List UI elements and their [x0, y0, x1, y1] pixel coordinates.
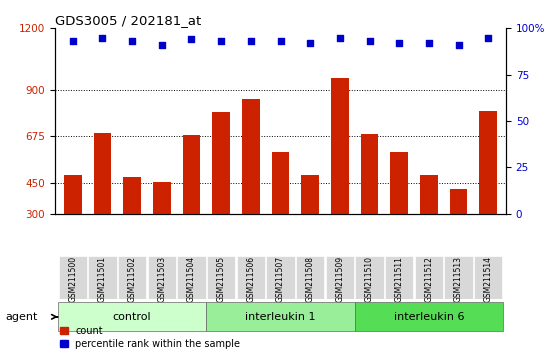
Point [425, 40, 433, 46]
Point [306, 40, 315, 46]
Bar [212, 112, 230, 214]
Bar [390, 152, 408, 214]
Text: GSM211508: GSM211508 [306, 256, 315, 302]
FancyBboxPatch shape [385, 256, 414, 299]
Text: GSM211505: GSM211505 [217, 256, 226, 302]
Point [454, 42, 463, 48]
Point [276, 39, 285, 44]
Text: GSM211509: GSM211509 [336, 256, 344, 302]
Text: control: control [113, 312, 151, 322]
Bar [94, 133, 111, 214]
FancyBboxPatch shape [355, 256, 384, 299]
FancyBboxPatch shape [118, 256, 146, 299]
Text: GSM211513: GSM211513 [454, 256, 463, 302]
FancyBboxPatch shape [58, 256, 87, 299]
FancyBboxPatch shape [207, 256, 235, 299]
FancyBboxPatch shape [355, 302, 503, 331]
Bar [331, 78, 349, 214]
FancyBboxPatch shape [147, 256, 176, 299]
FancyBboxPatch shape [266, 256, 295, 299]
FancyBboxPatch shape [296, 256, 324, 299]
Text: GSM211500: GSM211500 [68, 256, 78, 302]
FancyBboxPatch shape [326, 256, 354, 299]
FancyBboxPatch shape [206, 302, 355, 331]
Point [128, 39, 136, 44]
Point [246, 39, 255, 44]
Text: GSM211501: GSM211501 [98, 256, 107, 302]
Point [68, 39, 77, 44]
Text: interleukin 6: interleukin 6 [394, 312, 464, 322]
Bar [123, 177, 141, 214]
Bar [153, 182, 170, 214]
Point [217, 39, 226, 44]
Text: GSM211511: GSM211511 [395, 256, 404, 302]
Text: GSM211504: GSM211504 [187, 256, 196, 302]
Bar [242, 99, 260, 214]
Text: GSM211503: GSM211503 [157, 256, 166, 302]
Bar [361, 135, 378, 214]
Legend: count, percentile rank within the sample: count, percentile rank within the sample [60, 326, 240, 349]
Point [187, 36, 196, 42]
Bar [64, 175, 82, 214]
FancyBboxPatch shape [177, 256, 206, 299]
Bar [420, 175, 438, 214]
Text: interleukin 1: interleukin 1 [245, 312, 316, 322]
FancyBboxPatch shape [236, 256, 265, 299]
Point [395, 40, 404, 46]
Point [365, 39, 374, 44]
Text: GSM211506: GSM211506 [246, 256, 255, 302]
Text: GSM211514: GSM211514 [483, 256, 493, 302]
Bar [272, 152, 289, 214]
Bar [479, 111, 497, 214]
Point [157, 42, 166, 48]
Point [98, 35, 107, 40]
Bar [450, 189, 468, 214]
Text: agent: agent [6, 312, 38, 322]
Bar [183, 136, 200, 214]
FancyBboxPatch shape [58, 302, 206, 331]
Point [336, 35, 344, 40]
Bar [301, 175, 319, 214]
Point [484, 35, 493, 40]
FancyBboxPatch shape [474, 256, 503, 299]
FancyBboxPatch shape [415, 256, 443, 299]
Text: GDS3005 / 202181_at: GDS3005 / 202181_at [55, 14, 201, 27]
FancyBboxPatch shape [444, 256, 473, 299]
Text: GSM211507: GSM211507 [276, 256, 285, 302]
Text: GSM211512: GSM211512 [425, 256, 433, 302]
Text: GSM211502: GSM211502 [128, 256, 136, 302]
FancyBboxPatch shape [88, 256, 117, 299]
Text: GSM211510: GSM211510 [365, 256, 374, 302]
